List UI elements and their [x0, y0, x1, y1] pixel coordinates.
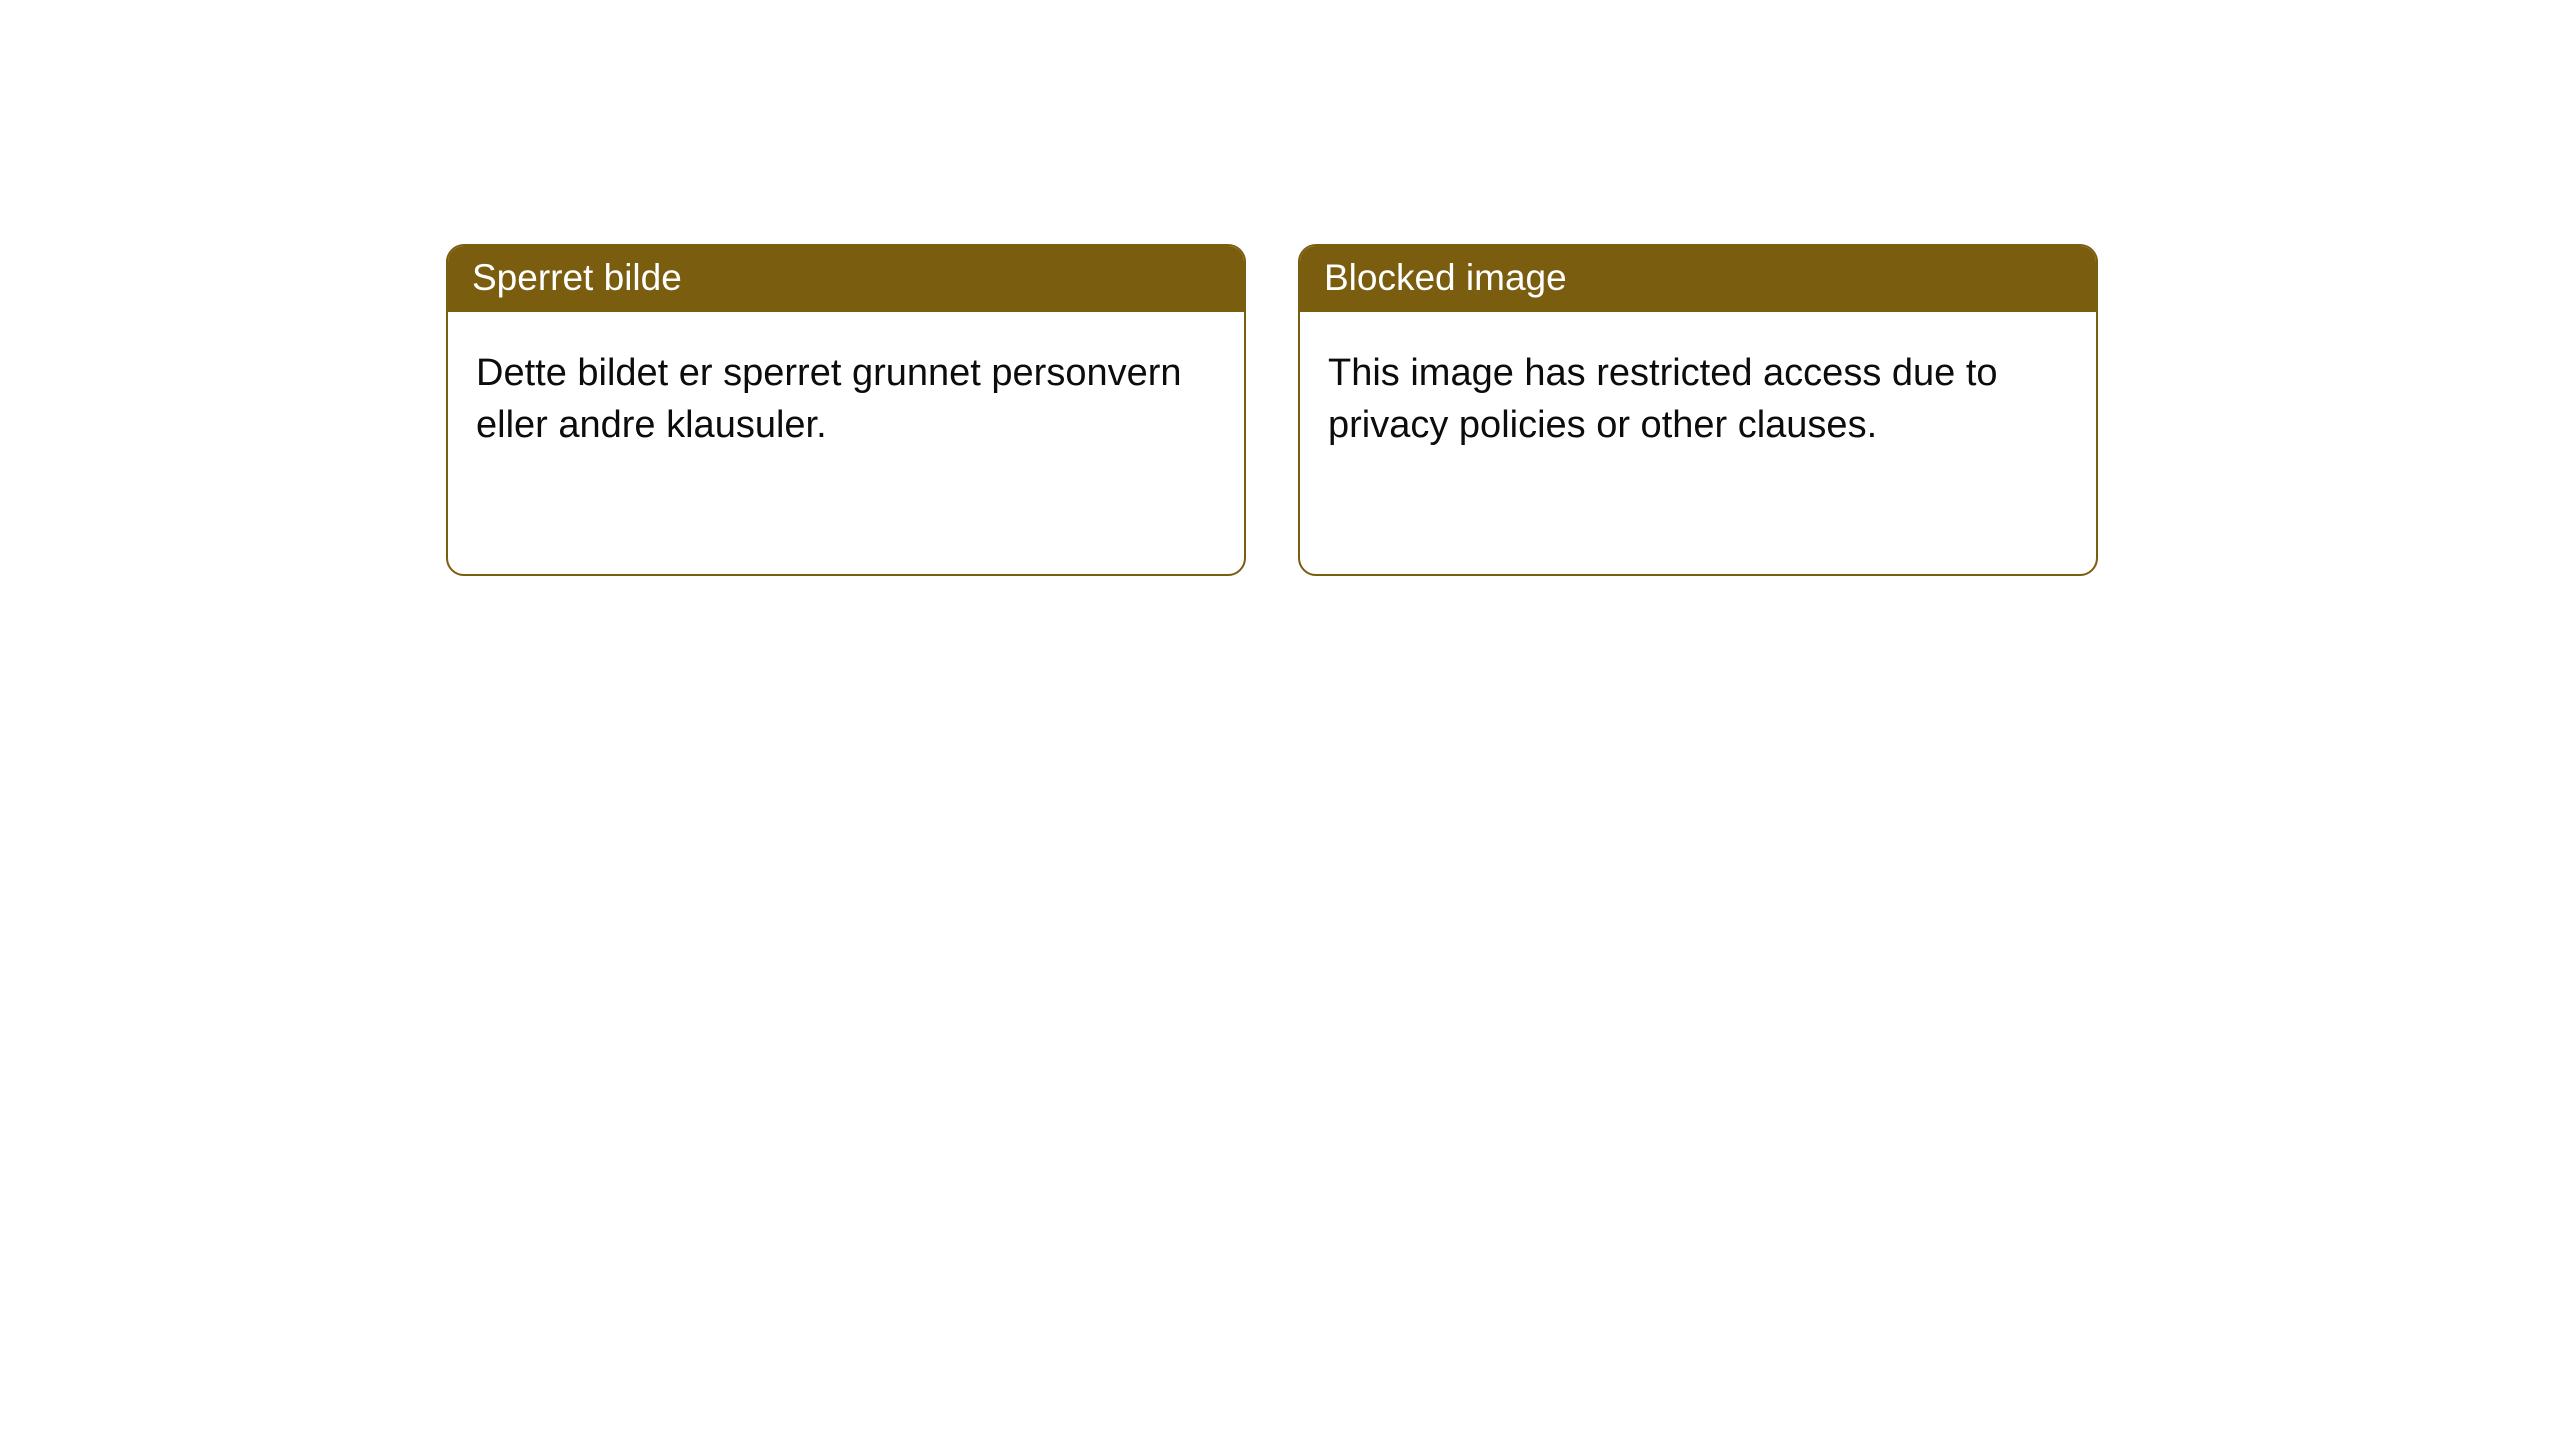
- notice-card-english: Blocked image This image has restricted …: [1298, 244, 2098, 576]
- notice-title-norwegian: Sperret bilde: [448, 246, 1244, 312]
- notice-body-norwegian: Dette bildet er sperret grunnet personve…: [448, 312, 1244, 479]
- notice-body-english: This image has restricted access due to …: [1300, 312, 2096, 479]
- notice-title-english: Blocked image: [1300, 246, 2096, 312]
- notice-card-norwegian: Sperret bilde Dette bildet er sperret gr…: [446, 244, 1246, 576]
- notice-container: Sperret bilde Dette bildet er sperret gr…: [0, 0, 2560, 576]
